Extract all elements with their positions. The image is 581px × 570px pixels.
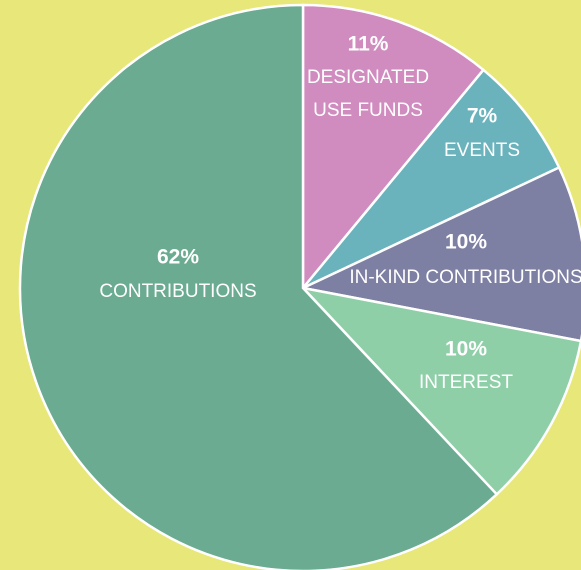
pie-slice [301,3,486,292]
pie-slice [299,286,581,497]
slice-label: INTEREST [419,372,513,393]
slice-percent: 10% [445,231,487,254]
slice-label: CONTRIBUTIONS [99,281,256,302]
slice-percent: 10% [445,338,487,361]
pie-slice [298,165,581,343]
pie-slice [18,3,499,570]
slice-percent: 11% [348,33,389,56]
slice-label: IN-KIND CONTRIBUTIONS [349,267,581,288]
slice-label: EVENTS [444,140,520,161]
slice-percent: 62% [157,246,199,269]
slice-percent: 7% [467,105,498,128]
slice-label: DESIGNATED USE FUNDS [307,67,429,121]
pie-slice [302,68,561,290]
